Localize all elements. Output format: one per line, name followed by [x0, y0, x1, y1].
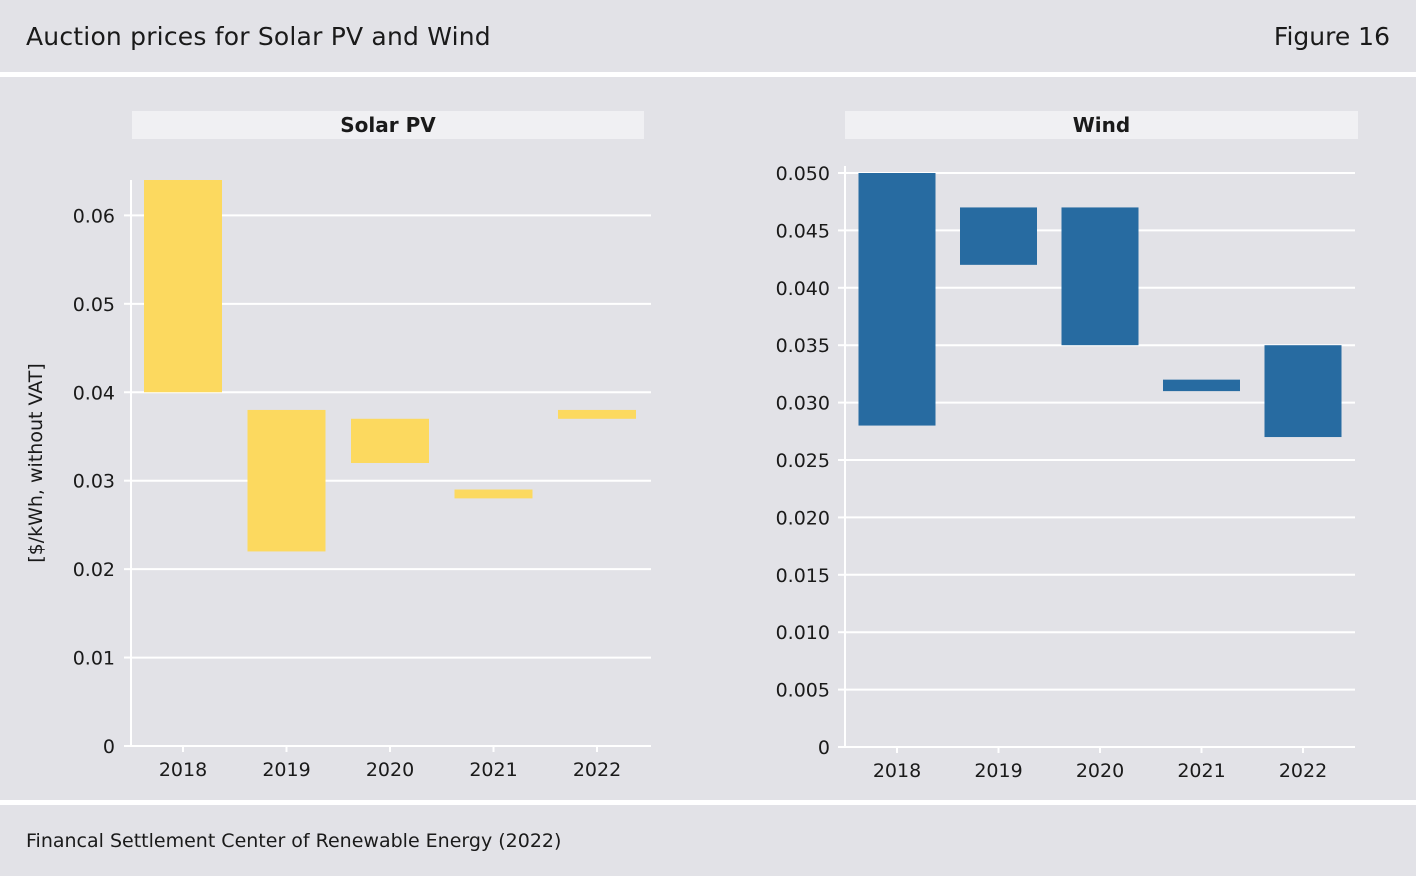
y-tick-label: 0.015	[776, 565, 830, 587]
y-tick-label: 0.04	[73, 382, 115, 404]
x-tick-label: 2018	[873, 760, 921, 782]
y-tick-label: 0.05	[73, 294, 115, 316]
y-tick-label: 0.020	[776, 507, 830, 529]
header: Auction prices for Solar PV and Wind Fig…	[0, 0, 1416, 74]
y-tick-label: 0.005	[776, 680, 830, 702]
y-tick-label: 0	[103, 736, 115, 758]
x-tick-label: 2018	[159, 759, 207, 781]
bar-2018	[144, 180, 222, 393]
solar-panel: Solar PV 0 0.01 0.02 0.03 0.04 0.05 0.06 2018 201…	[25, 111, 651, 781]
bar-2022	[558, 409, 636, 419]
bottom-divider	[0, 800, 1416, 805]
facet-strip	[845, 111, 1358, 139]
y-tick-label: 0	[818, 737, 830, 759]
facet-title: Solar PV	[340, 113, 436, 137]
source-note: Financal Settlement Center of Renewable …	[26, 830, 562, 852]
y-tick-label: 0.02	[73, 559, 115, 581]
bar-2021	[454, 489, 533, 499]
facet-title: Wind	[1073, 113, 1130, 137]
y-tick-label: 0.045	[776, 220, 830, 242]
y-tick-label: 0.010	[776, 622, 830, 644]
y-tick-label: 0.03	[73, 471, 115, 493]
bar-2022	[1264, 345, 1342, 438]
facet-strip	[132, 111, 644, 139]
y-tick-label: 0.035	[776, 335, 830, 357]
bar-2019	[247, 409, 326, 552]
y-tick-label: 0.01	[73, 648, 115, 670]
x-tick-label: 2021	[469, 759, 517, 781]
x-tick-label: 2020	[366, 759, 414, 781]
y-tick-label: 0.025	[776, 450, 830, 472]
bar-2021	[1163, 379, 1240, 392]
top-divider	[0, 72, 1416, 77]
y-axis-label: [$/kWh, without VAT]	[25, 363, 47, 563]
y-tick-label: 0.040	[776, 278, 830, 300]
x-tick-label: 2022	[573, 759, 621, 781]
x-tick-label: 2021	[1177, 760, 1225, 782]
y-tick-label: 0.06	[73, 205, 115, 227]
x-tick-label: 2019	[262, 759, 310, 781]
y-tick-label: 0.050	[776, 163, 830, 185]
x-tick-label: 2022	[1279, 760, 1327, 782]
x-tick-label: 2019	[974, 760, 1022, 782]
bar-2020	[351, 418, 429, 463]
wind-panel: Wind 0 0.005 0.010 0.015 0.020 0.025 0.030 0.035…	[776, 111, 1358, 782]
x-tick-label: 2020	[1076, 760, 1124, 782]
bar-2020	[1061, 207, 1139, 346]
figure-label: Figure 16	[1273, 22, 1390, 51]
bar-2019	[960, 207, 1037, 265]
y-tick-label: 0.030	[776, 393, 830, 415]
chart-title: Auction prices for Solar PV and Wind	[26, 22, 491, 51]
bar-2018	[858, 173, 936, 426]
